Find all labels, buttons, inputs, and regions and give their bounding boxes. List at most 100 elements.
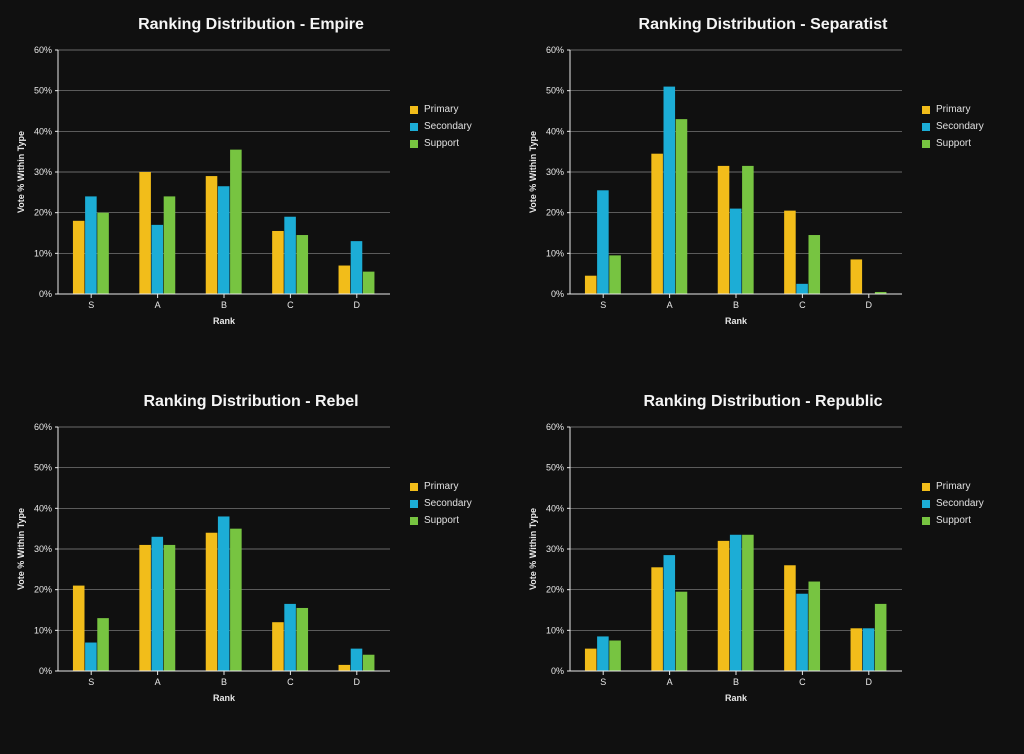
svg-text:20%: 20% (546, 585, 564, 595)
svg-text:Vote % Within Type: Vote % Within Type (528, 508, 538, 590)
bar (351, 241, 363, 294)
bar (609, 641, 621, 672)
bar (230, 150, 242, 294)
svg-text:S: S (88, 300, 94, 310)
legend-item: Secondary (410, 121, 472, 132)
svg-text:10%: 10% (34, 625, 52, 635)
svg-text:50%: 50% (34, 463, 52, 473)
chart-svg-container: 0%10%20%30%40%50%60%SABCDRankVote % With… (522, 415, 912, 720)
legend-label: Primary (936, 104, 970, 115)
legend-item: Primary (410, 481, 472, 492)
chart-wrap: 0%10%20%30%40%50%60%SABCDRankVote % With… (10, 38, 492, 343)
svg-text:A: A (667, 677, 673, 687)
legend-swatch-icon (922, 106, 930, 114)
bar (651, 567, 663, 671)
bar (296, 608, 308, 671)
bar (664, 87, 676, 294)
legend-label: Support (936, 138, 971, 149)
bar (97, 213, 109, 294)
panel-title: Ranking Distribution - Separatist (522, 16, 1004, 34)
bar (784, 565, 796, 671)
bar (339, 665, 351, 671)
svg-text:C: C (287, 300, 294, 310)
bar (139, 545, 151, 671)
legend-item: Support (410, 138, 472, 149)
chart-svg-container: 0%10%20%30%40%50%60%SABCDRankVote % With… (10, 38, 400, 343)
bar (796, 284, 808, 294)
chart-grid: Ranking Distribution - Empire 0%10%20%30… (0, 0, 1024, 754)
legend-label: Support (424, 138, 459, 149)
bar (272, 231, 284, 294)
legend: Primary Secondary Support (922, 475, 984, 532)
bar (718, 541, 730, 671)
svg-text:Vote % Within Type: Vote % Within Type (528, 131, 538, 213)
svg-text:50%: 50% (34, 86, 52, 96)
legend: Primary Secondary Support (410, 475, 472, 532)
legend-item: Secondary (922, 121, 984, 132)
legend-label: Secondary (424, 121, 472, 132)
bar (97, 618, 109, 671)
bar (85, 643, 97, 671)
bar (730, 535, 742, 671)
bar (851, 259, 863, 294)
bar (85, 196, 97, 294)
svg-text:Rank: Rank (725, 316, 748, 326)
bar (351, 649, 363, 671)
bar (585, 649, 597, 671)
bar (597, 190, 609, 294)
bar (363, 272, 375, 294)
legend-label: Support (424, 515, 459, 526)
bar (164, 196, 176, 294)
svg-text:B: B (733, 677, 739, 687)
svg-text:Rank: Rank (213, 693, 236, 703)
legend-item: Support (410, 515, 472, 526)
svg-text:0%: 0% (39, 289, 52, 299)
bar (363, 655, 375, 671)
bar (152, 537, 164, 671)
bar (139, 172, 151, 294)
svg-text:30%: 30% (546, 544, 564, 554)
svg-text:60%: 60% (34, 422, 52, 432)
svg-text:50%: 50% (546, 86, 564, 96)
svg-text:20%: 20% (546, 208, 564, 218)
bar (597, 636, 609, 671)
svg-text:A: A (155, 300, 161, 310)
svg-text:10%: 10% (34, 248, 52, 258)
legend-swatch-icon (922, 500, 930, 508)
bar (152, 225, 164, 294)
legend: Primary Secondary Support (922, 98, 984, 155)
legend-label: Secondary (936, 121, 984, 132)
svg-text:S: S (600, 300, 606, 310)
panel-rebel: Ranking Distribution - Rebel 0%10%20%30%… (0, 377, 512, 754)
legend: Primary Secondary Support (410, 98, 472, 155)
bar (218, 516, 230, 671)
panel-title: Ranking Distribution - Rebel (10, 393, 492, 411)
svg-text:60%: 60% (546, 422, 564, 432)
svg-text:B: B (221, 300, 227, 310)
svg-text:D: D (866, 300, 873, 310)
panel-separatist: Ranking Distribution - Separatist 0%10%2… (512, 0, 1024, 377)
svg-text:S: S (600, 677, 606, 687)
svg-text:30%: 30% (34, 544, 52, 554)
bar (664, 555, 676, 671)
bar (609, 255, 621, 294)
svg-text:40%: 40% (546, 503, 564, 513)
svg-text:50%: 50% (546, 463, 564, 473)
bar (206, 533, 218, 671)
legend-item: Primary (922, 104, 984, 115)
legend-label: Primary (936, 481, 970, 492)
svg-text:10%: 10% (546, 248, 564, 258)
legend-label: Primary (424, 104, 458, 115)
bar (676, 592, 688, 671)
panel-republic: Ranking Distribution - Republic 0%10%20%… (512, 377, 1024, 754)
legend-swatch-icon (922, 483, 930, 491)
bar (230, 529, 242, 671)
legend-swatch-icon (922, 123, 930, 131)
svg-text:20%: 20% (34, 585, 52, 595)
svg-text:S: S (88, 677, 94, 687)
legend-swatch-icon (410, 517, 418, 525)
chart-wrap: 0%10%20%30%40%50%60%SABCDRankVote % With… (10, 415, 492, 720)
svg-text:A: A (667, 300, 673, 310)
svg-text:C: C (799, 300, 806, 310)
panel-empire: Ranking Distribution - Empire 0%10%20%30… (0, 0, 512, 377)
